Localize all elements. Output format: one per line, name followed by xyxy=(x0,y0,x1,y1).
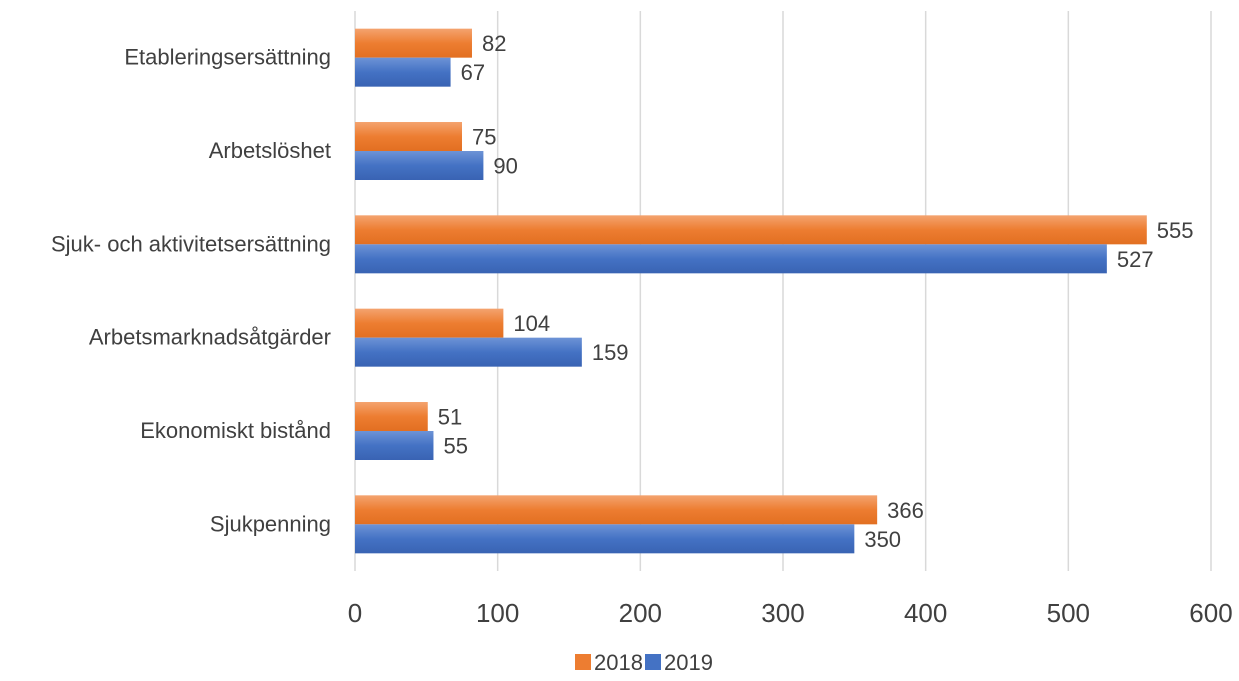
data-label-2019-arbetsloshet: 90 xyxy=(493,154,517,179)
labels: 0 100 200 300 400 500 600 Etableringsersättning… xyxy=(51,31,1233,628)
x-tick-label: 200 xyxy=(619,598,662,628)
data-label-2018-sjukpenning: 366 xyxy=(887,498,924,523)
bars xyxy=(355,28,1147,554)
bar-2019-ekonomiskt-bistand xyxy=(355,431,434,460)
data-label-2018-sjuk-och-aktivitetsersattning: 555 xyxy=(1157,218,1194,243)
data-label-2019-arbetsmarknadsatgarder: 159 xyxy=(592,340,629,365)
legend: 2018 2019 xyxy=(575,650,713,675)
data-label-2018-arbetsmarknadsatgarder: 104 xyxy=(513,311,550,336)
bar-2018-sjukpenning xyxy=(355,495,878,525)
x-tick-label: 100 xyxy=(476,598,519,628)
bar-2019-etableringsersattning xyxy=(355,57,451,87)
data-label-2019-sjukpenning: 350 xyxy=(864,527,901,552)
legend-swatch-2019 xyxy=(645,654,661,670)
x-tick-label: 0 xyxy=(348,598,362,628)
data-label-2018-etableringsersattning: 82 xyxy=(482,31,506,56)
data-label-2019-sjuk-och-aktivitetsersattning: 527 xyxy=(1117,247,1154,272)
x-tick-label: 400 xyxy=(904,598,947,628)
bar-2019-arbetsloshet xyxy=(355,151,484,180)
category-label-etableringsersattning: Etableringsersättning xyxy=(124,45,331,70)
x-tick-label: 300 xyxy=(761,598,804,628)
data-label-2019-etableringsersattning: 67 xyxy=(461,60,485,85)
category-label-sjukpenning: Sjukpenning xyxy=(210,511,331,536)
x-tick-label: 500 xyxy=(1047,598,1090,628)
legend-label-2018: 2018 xyxy=(594,650,643,675)
legend-label-2019: 2019 xyxy=(664,650,713,675)
bar-2019-sjuk-och-aktivitetsersattning xyxy=(355,244,1107,274)
data-label-2018-ekonomiskt-bistand: 51 xyxy=(438,405,462,430)
data-label-2019-ekonomiskt-bistand: 55 xyxy=(443,434,467,459)
bar-2019-sjukpenning xyxy=(355,524,855,554)
category-label-arbetsloshet: Arbetslöshet xyxy=(209,138,331,163)
bar-2018-arbetsmarknadsatgarder xyxy=(355,308,504,338)
gridlines xyxy=(354,11,1212,571)
bar-2018-sjuk-och-aktivitetsersattning xyxy=(355,215,1147,245)
bar-2018-arbetsloshet xyxy=(355,122,462,151)
data-label-2018-arbetsloshet: 75 xyxy=(472,125,496,150)
category-label-sjuk-och-aktivitetsersattning: Sjuk- och aktivitetsersättning xyxy=(51,231,331,256)
legend-swatch-2018 xyxy=(575,654,591,670)
category-label-ekonomiskt-bistand: Ekonomiskt bistånd xyxy=(140,418,331,443)
bar-2018-etableringsersattning xyxy=(355,28,472,58)
bar-2019-arbetsmarknadsatgarder xyxy=(355,337,582,367)
x-tick-label: 600 xyxy=(1189,598,1232,628)
bar-2018-ekonomiskt-bistand xyxy=(355,402,428,431)
category-label-arbetsmarknadsatgarder: Arbetsmarknadsåtgärder xyxy=(89,325,331,350)
